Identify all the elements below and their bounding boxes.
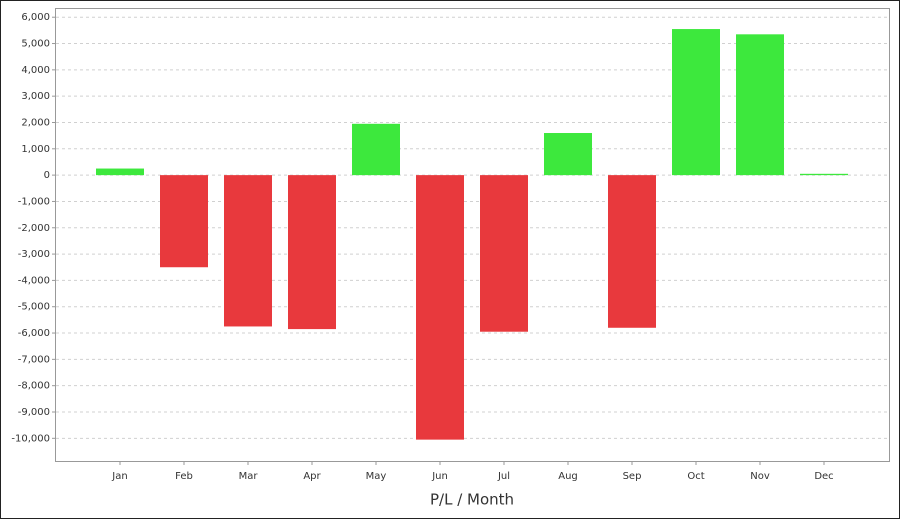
bar [416,175,464,440]
x-tick-label: Mar [239,471,259,482]
y-tick-label: -6,000 [18,328,50,339]
x-tick-label: Aug [558,471,578,482]
bar [544,133,592,176]
y-tick-label: -1,000 [18,196,50,207]
bar [352,123,400,176]
x-tick-label: May [366,471,387,482]
y-tick-label: 1,000 [21,144,50,155]
x-tick-label: Apr [303,471,321,482]
y-tick-label: 4,000 [21,65,50,76]
x-axis-label: P/L / Month [430,491,514,509]
y-tick-label: 6,000 [21,12,50,23]
y-tick-label: 5,000 [21,39,50,50]
y-tick-label: 3,000 [21,91,50,102]
y-tick-label: -10,000 [11,433,50,444]
y-tick-label: -3,000 [18,249,50,260]
bar [736,34,784,176]
x-tick-label: Dec [814,471,833,482]
bar [608,175,656,328]
y-tick-label: -5,000 [18,302,50,313]
y-tick-label: -7,000 [18,354,50,365]
bar [480,175,528,332]
x-tick-label: Nov [750,471,770,482]
y-tick-label: 2,000 [21,117,50,128]
bar [800,173,848,176]
bar [672,29,720,176]
x-tick-label: Feb [175,471,193,482]
y-tick-label: 0 [44,170,50,181]
x-tick-label: Sep [623,471,642,482]
y-tick-label: -4,000 [18,275,50,286]
bar [288,175,336,330]
y-tick-label: -2,000 [18,223,50,234]
bar [96,168,144,176]
x-tick-label: Jan [111,471,127,482]
x-tick-label: Jun [431,471,448,482]
y-tick-label: -8,000 [18,381,50,392]
bar [160,175,208,268]
bar [224,175,272,327]
y-tick-label: -9,000 [18,407,50,418]
x-tick-label: Oct [687,471,704,482]
x-tick-label: Jul [497,471,510,482]
